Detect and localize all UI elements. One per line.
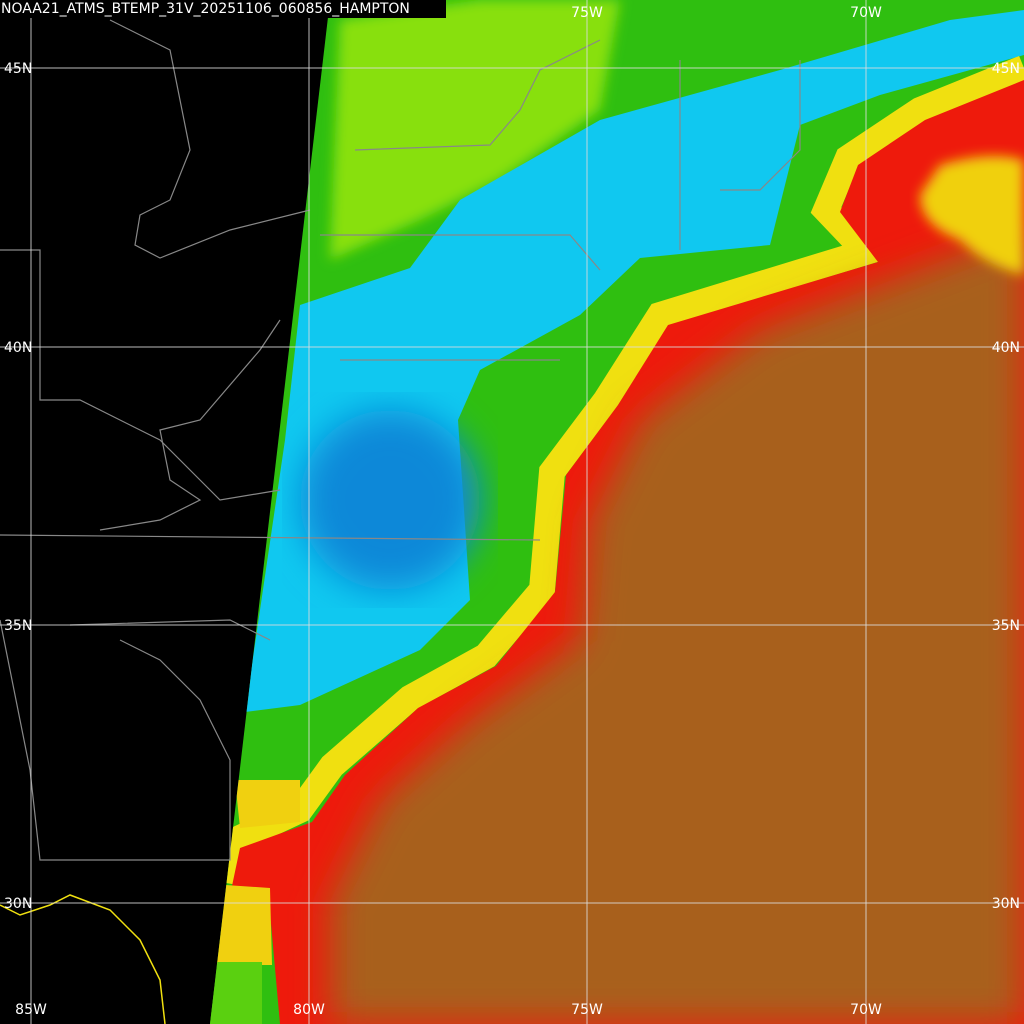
bottom-label: 75W <box>571 1002 603 1018</box>
border <box>109 19 311 259</box>
borders <box>0 19 801 861</box>
border <box>320 39 801 361</box>
bottom-label: 80W <box>293 1002 325 1018</box>
land-deep-blue <box>300 410 480 590</box>
right-label: 35N <box>992 618 1020 634</box>
right-label: 45N <box>992 61 1020 77</box>
left-label: 35N <box>4 618 32 634</box>
ocean-yellow <box>920 156 1024 275</box>
right-label: 30N <box>992 896 1020 912</box>
left-label: 40N <box>4 340 32 356</box>
title-box <box>0 0 446 18</box>
top-label: 75W <box>571 5 603 21</box>
border <box>0 249 281 501</box>
left-label: 45N <box>4 61 32 77</box>
border <box>0 619 271 861</box>
south-green <box>210 962 262 1024</box>
ocean-brown <box>330 230 1024 1024</box>
south-yellow <box>215 885 272 965</box>
title: NOAA21_ATMS_BTEMP_31V_20251106_060856_HA… <box>1 1 410 17</box>
bottom-label: 85W <box>15 1002 47 1018</box>
border <box>0 319 541 541</box>
top-label: 70W <box>850 5 882 21</box>
left-label: 30N <box>4 896 32 912</box>
bottom-label: 70W <box>850 1002 882 1018</box>
land-light-green <box>330 0 620 260</box>
right-label: 40N <box>992 340 1020 356</box>
coast-band <box>219 55 1024 887</box>
south-yellow-2 <box>235 780 300 828</box>
